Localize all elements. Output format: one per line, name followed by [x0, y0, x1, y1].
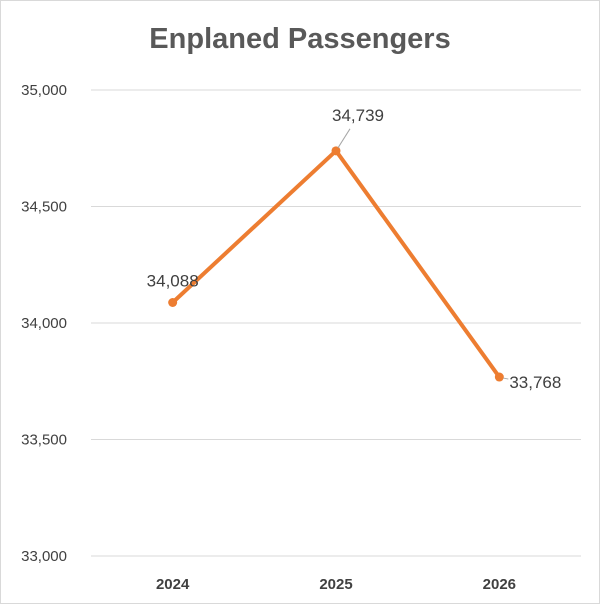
data-label: 33,768 — [509, 373, 561, 392]
x-tick-label: 2026 — [483, 576, 516, 593]
data-point-marker — [168, 297, 178, 307]
y-tick-label: 33,500 — [21, 432, 67, 449]
y-tick-label: 34,000 — [21, 315, 67, 332]
data-label: 34,739 — [332, 106, 384, 125]
leader-line — [503, 377, 509, 380]
y-tick-label: 35,000 — [21, 82, 67, 99]
chart-title: Enplaned Passengers — [149, 23, 451, 55]
series-line — [170, 148, 502, 380]
y-tick-label: 34,500 — [21, 199, 67, 216]
y-tick-label: 33,000 — [21, 548, 67, 565]
data-point-marker — [494, 372, 504, 382]
data-label: 34,088 — [147, 271, 199, 290]
x-tick-label: 2025 — [319, 576, 352, 593]
leader-line — [337, 128, 351, 149]
x-tick-label: 2024 — [156, 576, 190, 593]
data-point-marker — [331, 146, 341, 156]
